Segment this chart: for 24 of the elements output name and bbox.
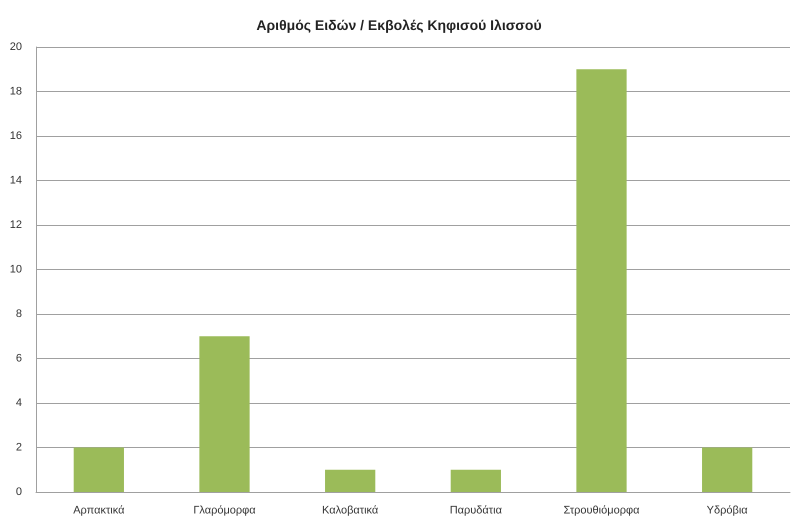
bar [450,470,501,492]
chart-title: Αριθμός Ειδών / Εκβολές Κηφισού Ιλισσού [256,17,542,33]
y-tick-label: 0 [16,486,22,498]
y-tick-label: 10 [10,264,22,276]
y-tick-label: 8 [16,308,22,320]
bar [325,470,376,492]
y-tick-label: 20 [10,41,22,53]
x-tick-label: Αρπακτικά [73,504,126,516]
x-tick-label: Στρουθιόμορφα [564,504,640,516]
y-tick-label: 2 [16,442,22,454]
bar [199,336,250,492]
y-tick-label: 18 [10,86,22,98]
x-tick-label: Παρυδάτια [450,504,503,516]
bar [702,448,752,492]
y-tick-label: 12 [10,219,22,231]
bar [576,69,627,492]
x-tick-label: Καλοβατικά [322,504,379,516]
y-tick-label: 16 [10,130,22,142]
x-tick-label: Γλαρόμορφα [193,504,256,516]
x-tick-label: Υδρόβια [706,504,748,516]
y-tick-label: 4 [16,397,22,409]
y-tick-label: 14 [10,174,22,186]
y-tick-label: 6 [16,352,22,364]
bar [74,448,124,492]
